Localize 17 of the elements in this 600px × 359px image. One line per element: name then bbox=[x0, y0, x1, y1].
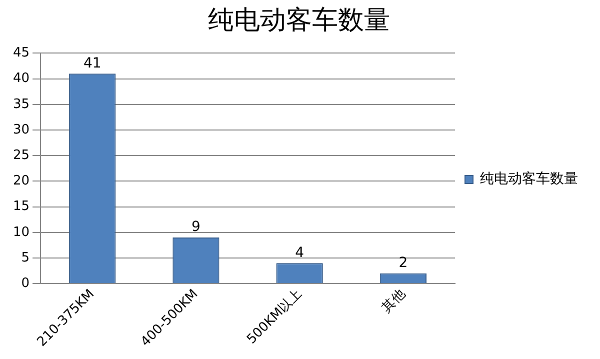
y-tick-label: 40 bbox=[12, 71, 30, 86]
data-label: 2 bbox=[398, 255, 408, 272]
x-tick-label: 其他 bbox=[379, 286, 408, 316]
data-label: 41 bbox=[83, 55, 102, 72]
y-tick-label: 15 bbox=[12, 199, 30, 214]
y-tick-label: 25 bbox=[12, 148, 30, 163]
y-tick-label: 20 bbox=[12, 174, 30, 189]
chart-title: 纯电动客车数量 bbox=[208, 5, 390, 36]
data-label: 4 bbox=[295, 244, 304, 261]
y-tick-label: 35 bbox=[12, 96, 30, 112]
legend-label: 纯电动客车数量 bbox=[480, 171, 578, 188]
y-tick-label: 0 bbox=[21, 276, 30, 291]
y-tick-label: 45 bbox=[12, 46, 30, 61]
y-tick-label: 10 bbox=[12, 224, 30, 240]
y-tick-label: 5 bbox=[21, 250, 30, 266]
data-label: 9 bbox=[192, 219, 200, 236]
y-tick-label: 30 bbox=[12, 122, 30, 138]
